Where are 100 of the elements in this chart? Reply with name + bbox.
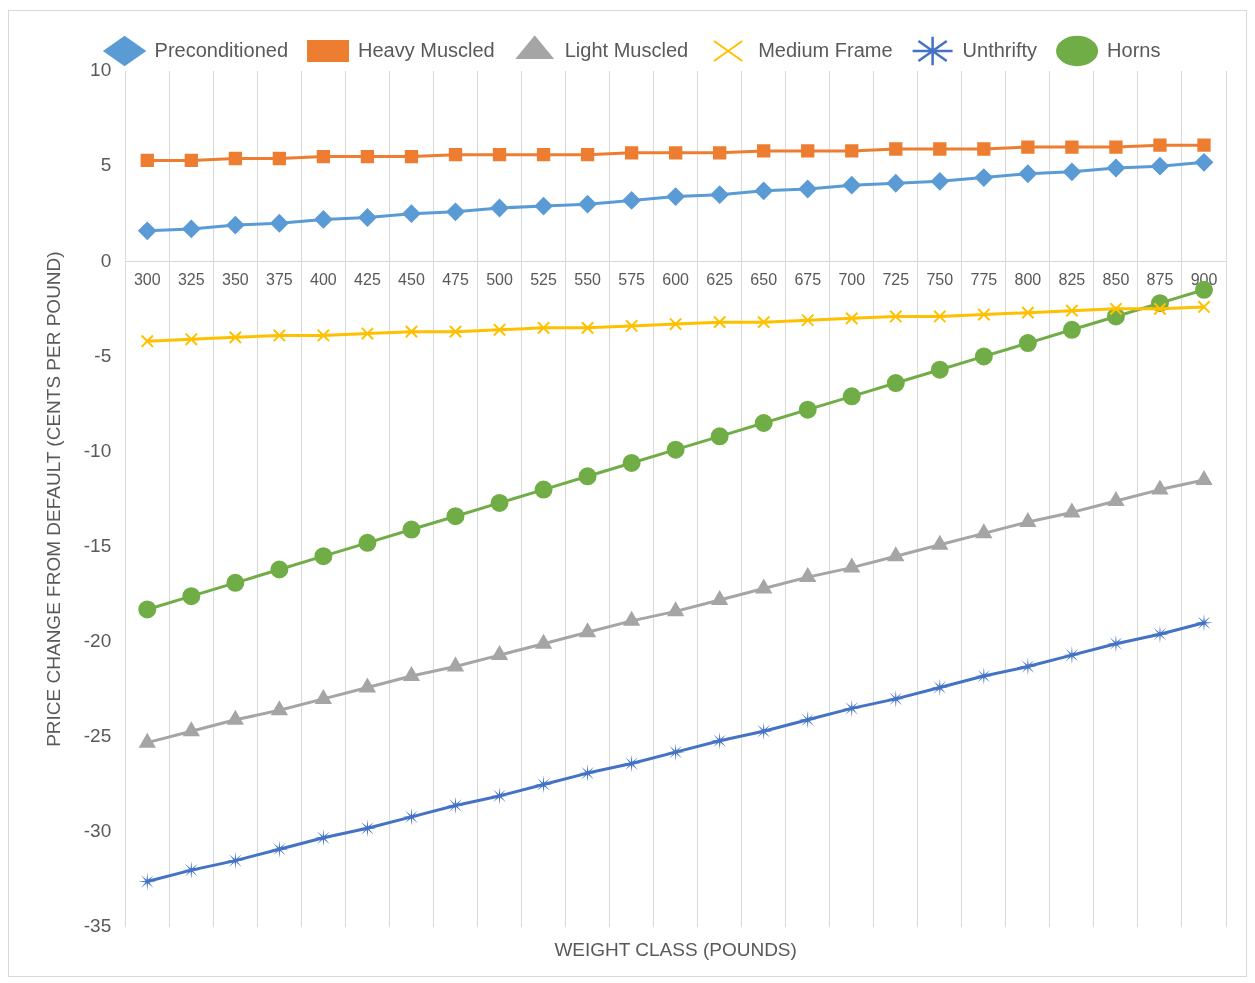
point (491, 646, 508, 661)
point (579, 623, 596, 638)
point (490, 493, 509, 512)
point (798, 179, 817, 198)
x-tick-label: 525 (530, 271, 557, 289)
point (624, 146, 639, 160)
y-tick-label: 10 (90, 59, 112, 81)
point (711, 590, 728, 605)
point (1062, 320, 1081, 339)
point (798, 400, 817, 419)
point (314, 210, 333, 229)
point (578, 195, 597, 214)
point (667, 602, 684, 617)
point (801, 313, 815, 327)
point (977, 142, 991, 156)
point (1109, 140, 1123, 154)
legend-label: Medium Frame (758, 38, 893, 61)
legend-label: Heavy Muscled (358, 38, 495, 61)
x-tick-label: 575 (618, 271, 646, 289)
point (710, 731, 729, 750)
point (446, 507, 465, 526)
point (138, 872, 157, 891)
point (1197, 138, 1211, 152)
point (1197, 300, 1211, 314)
point (931, 535, 948, 550)
point (755, 579, 772, 594)
point (1150, 157, 1169, 176)
point (138, 221, 157, 240)
point (270, 560, 289, 579)
point (448, 325, 463, 339)
point (886, 174, 905, 193)
point (534, 197, 553, 216)
point (754, 181, 773, 200)
y-tick-label: -15 (83, 534, 112, 556)
point (622, 191, 641, 210)
point (1108, 492, 1124, 506)
x-tick-label: 400 (310, 271, 337, 289)
x-tick-label: 750 (926, 271, 954, 289)
x-tick-label: 550 (574, 271, 602, 289)
x-tick-label: 600 (662, 271, 690, 289)
point (1196, 471, 1212, 486)
point (184, 153, 198, 168)
y-tick-label: 0 (100, 249, 112, 271)
point (801, 144, 815, 158)
point (358, 819, 377, 838)
point (842, 387, 861, 406)
point (492, 323, 507, 337)
point (1018, 334, 1037, 353)
point (228, 330, 242, 345)
point (139, 733, 156, 748)
point (580, 148, 595, 162)
point (314, 828, 333, 847)
point (933, 309, 947, 324)
x-tick-label: 700 (838, 271, 866, 289)
point (1021, 305, 1035, 320)
point (1062, 162, 1081, 181)
legend-label: Preconditioned (154, 38, 289, 61)
point (1018, 164, 1037, 183)
point (490, 198, 509, 217)
point (359, 678, 376, 693)
y-tick-label: -5 (94, 344, 112, 366)
x-tick-label: 675 (794, 271, 822, 289)
point (624, 319, 639, 333)
y-tick-label: -20 (83, 630, 112, 652)
point (536, 148, 551, 162)
point (843, 558, 860, 573)
x-tick-label: 725 (882, 271, 910, 289)
point (534, 775, 553, 794)
point (536, 321, 551, 335)
point (1021, 140, 1035, 154)
point (182, 219, 201, 238)
point (272, 151, 287, 166)
x-tick-label: 350 (221, 271, 249, 289)
point (184, 332, 198, 346)
x-tick-label: 875 (1146, 271, 1174, 289)
point (666, 187, 685, 206)
point (930, 172, 949, 191)
point (535, 634, 552, 649)
point (845, 144, 859, 158)
point (138, 600, 157, 619)
x-tick-label: 775 (970, 271, 998, 289)
point (358, 533, 377, 552)
point (713, 146, 727, 160)
point (622, 754, 641, 773)
point (140, 153, 154, 168)
point (271, 701, 288, 716)
point (316, 328, 331, 343)
point (448, 148, 463, 162)
x-tick-label: 800 (1014, 271, 1042, 289)
point (402, 204, 421, 223)
point (757, 144, 771, 158)
point (315, 689, 332, 704)
point (889, 142, 903, 156)
x-tick-label: 375 (266, 271, 293, 289)
point (930, 360, 949, 379)
point (757, 315, 771, 329)
x-tick-label: 650 (750, 271, 778, 289)
y-tick-label: -25 (83, 725, 112, 747)
y-tick-label: -30 (83, 820, 112, 842)
y-tick-label: -10 (83, 439, 112, 461)
